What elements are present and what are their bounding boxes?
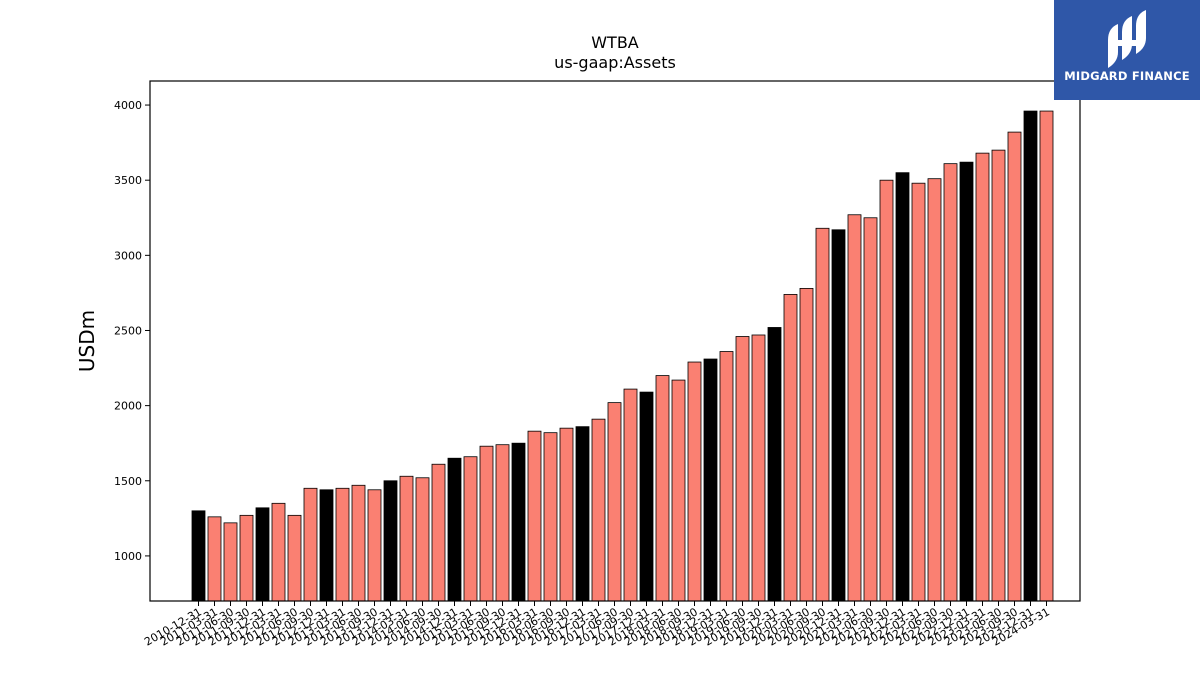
bar-2018-03-31 [655,375,670,602]
bar-2016-09-30 [559,427,574,602]
bar-2017-12-31 [639,391,654,602]
bar-2014-06-30 [415,477,430,602]
bar-2013-09-30 [367,489,382,602]
bar-2022-03-31 [911,182,926,602]
midgard-logo-icon [1108,10,1146,68]
bar-2023-06-30 [991,149,1006,602]
y-tick-label: 2000 [114,400,142,413]
bar-2016-06-30 [543,432,558,602]
bar-2021-06-30 [863,217,878,602]
bar-2021-09-30 [879,179,894,602]
y-tick-label: 1500 [114,475,142,488]
bar-2021-12-31 [895,172,910,602]
bar-2012-09-30 [303,487,318,602]
bar-2021-03-31 [847,214,862,602]
bar-2019-09-30 [751,334,766,602]
bar-2015-09-30 [495,444,510,602]
bar-2017-09-30 [623,388,638,602]
bar-2019-03-31 [719,351,734,602]
y-tick-label: 2500 [114,324,142,337]
y-tick-label: 1000 [114,550,142,563]
bar-2020-12-31 [831,229,846,602]
x-axis: 2010-12-312011-03-312011-06-302011-09-30… [142,601,1052,649]
brand-badge: MIDGARD FINANCE [1054,0,1200,100]
bar-2023-03-31 [975,152,990,602]
bar-2013-12-31 [383,480,398,602]
y-tick-label: 4000 [114,99,142,112]
y-axis: 1000 1500 2000 2500 3000 3500 4000 [114,99,150,563]
bar-2015-06-30 [479,445,494,602]
bar-2014-09-30 [431,463,446,602]
bar-2011-09-30 [239,514,254,602]
brand-name: MIDGARD FINANCE [1064,69,1190,83]
bar-2013-03-31 [335,487,350,602]
bar-2020-06-30 [799,287,814,602]
bar-2019-12-31 [767,327,782,602]
bar-2011-12-31 [255,507,270,602]
bar-2020-09-30 [815,227,830,602]
bar-2012-03-31 [271,502,286,602]
chart-title: WTBA [591,33,639,52]
plot-frame [149,80,1081,602]
bars-group [191,110,1054,602]
bar-2020-03-31 [783,294,798,602]
bar-2013-06-30 [351,484,366,602]
bar-2016-03-31 [527,430,542,602]
y-tick-label: 3500 [114,174,142,187]
bar-2018-06-30 [671,379,686,602]
bar-2022-09-30 [943,163,958,602]
bar-2012-06-30 [287,514,302,602]
bar-2014-12-31 [447,457,462,602]
bar-2012-12-31 [319,489,334,602]
chart-subtitle: us-gaap:Assets [554,53,676,72]
bar-2023-09-30 [1007,131,1022,602]
bar-2015-12-31 [511,442,526,602]
bar-2010-12-31 [191,510,206,602]
bar-2018-09-30 [687,361,702,602]
bar-2023-12-31 [1023,110,1038,602]
bar-2011-03-31 [207,516,222,602]
bar-2022-06-30 [927,178,942,602]
bar-2014-03-31 [399,475,414,602]
bar-2018-12-31 [703,358,718,602]
bar-2022-12-31 [959,161,974,602]
bar-2017-03-31 [591,418,606,602]
bar-2017-06-30 [607,402,622,602]
bar-2024-03-31 [1039,110,1054,602]
bar-2016-12-31 [575,426,590,602]
bar-2011-06-30 [223,522,238,602]
bar-2015-03-31 [463,456,478,602]
y-tick-label: 3000 [114,249,142,262]
y-axis-label: USDm [75,310,99,372]
bar-2019-06-30 [735,336,750,602]
